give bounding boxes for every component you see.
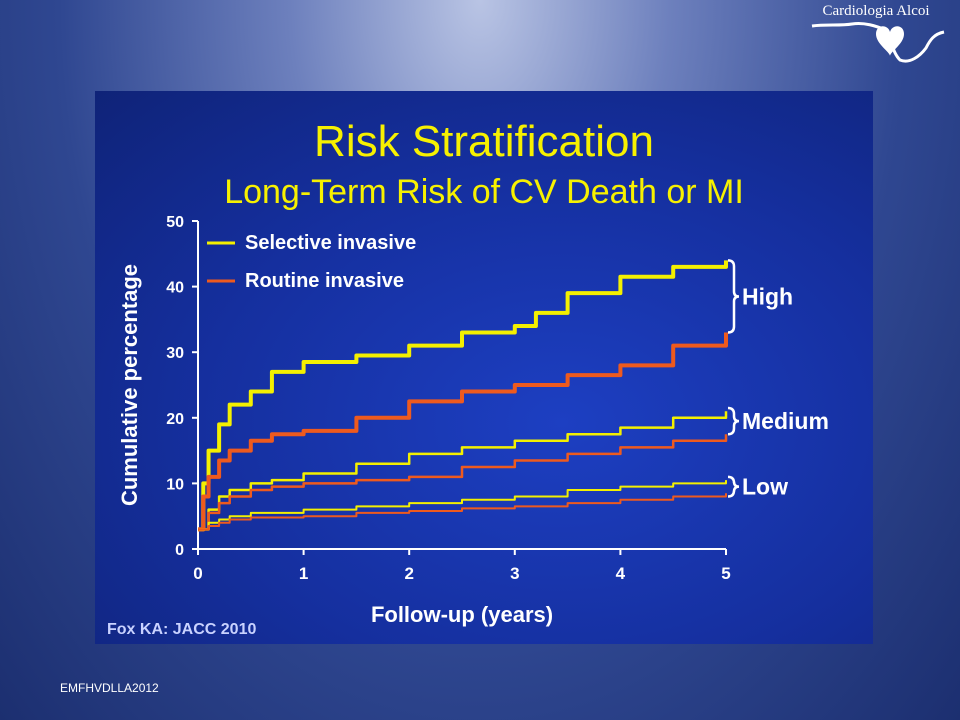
x-tick-label: 2 [404,564,413,583]
x-tick-label: 0 [193,564,202,583]
footer-code: EMFHVDLLA2012 [60,681,159,695]
source-citation: Fox KA: JACC 2010 [107,621,256,638]
bracket-high [727,259,740,334]
slide-image-panel: Risk Stratification Long-Term Risk of CV … [95,91,873,644]
group-label-high: High [742,283,793,309]
group-label-low: Low [742,474,788,500]
series-line-medium-routine [198,434,728,531]
y-tick-label: 50 [166,214,184,231]
x-tick-label: 4 [616,564,626,583]
y-axis-label: Cumulative percentage [117,264,142,506]
x-tick-label: 3 [510,564,519,583]
chart: Risk Stratification Long-Term Risk of CV … [107,117,829,638]
bracket-medium [727,406,740,436]
x-tick-label: 5 [721,564,730,583]
y-tick-label: 10 [166,476,184,493]
y-tick-label: 40 [166,280,184,297]
series-line-high-routine [198,332,728,532]
y-tick-label: 0 [175,542,184,559]
series-line-low-selective [198,480,727,531]
chart-subtitle: Long-Term Risk of CV Death or MI [224,173,744,211]
x-tick-label: 1 [299,564,308,583]
legend-label-routine: Routine invasive [245,270,404,292]
x-axis-label: Follow-up (years) [371,602,553,627]
legend-label-selective: Selective invasive [245,232,416,254]
y-tick-label: 30 [166,345,184,362]
bracket-low [727,475,740,498]
chart-title: Risk Stratification [314,117,654,166]
logo-text: Cardiologia Alcoi [822,3,930,19]
series-line-low-routine [198,493,727,531]
series-line-medium-selective [198,411,728,531]
cardiologia-alcoi-logo: Cardiologia Alcoi [806,0,950,72]
y-tick-label: 20 [166,411,184,428]
group-label-medium: Medium [742,408,829,434]
series-line-high-selective [198,260,728,532]
heart-line-icon [811,22,945,63]
